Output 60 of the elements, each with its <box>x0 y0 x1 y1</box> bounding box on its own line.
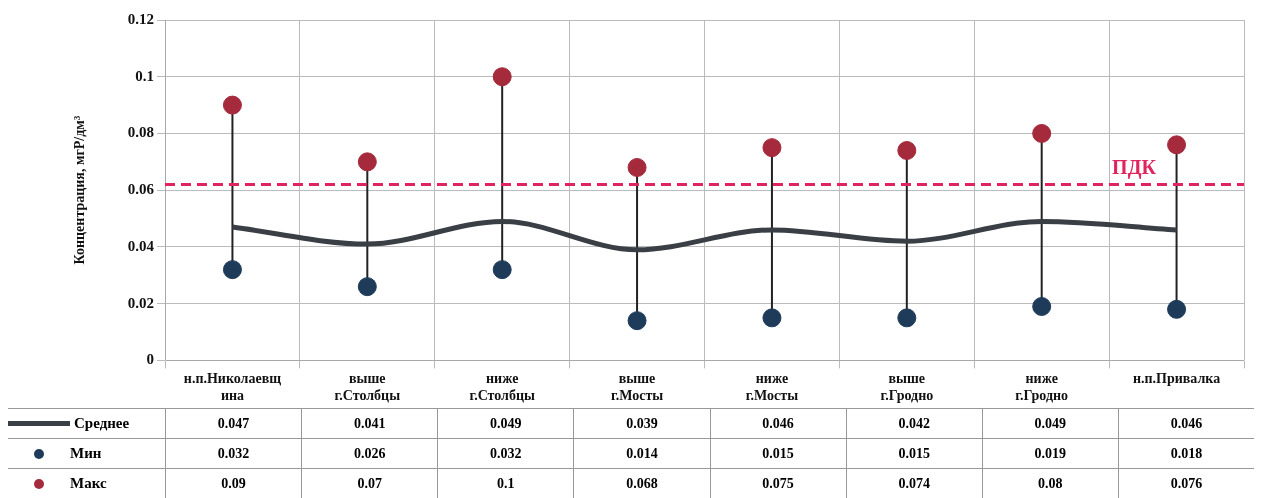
point <box>222 260 242 280</box>
legend-label: Мин <box>70 445 102 462</box>
data-label: 0.076 <box>1117 469 1254 498</box>
data-label: 0.08 <box>981 469 1118 498</box>
data-label: 0.09 <box>165 469 302 498</box>
point <box>1032 123 1052 143</box>
ref-line-label: ПДК <box>1112 155 1157 179</box>
data-label: 0.046 <box>1117 409 1254 438</box>
point <box>357 277 377 297</box>
y-tick-label: 0.12 <box>127 10 154 27</box>
point <box>762 308 782 328</box>
data-label: 0.014 <box>573 439 710 468</box>
data-label: 0.039 <box>573 409 710 438</box>
data-label: 0.026 <box>301 439 438 468</box>
data-label: 0.018 <box>1117 439 1254 468</box>
x-tick-label: выше г.Гродно <box>880 371 934 404</box>
x-tick-label: ниже г.Столбцы <box>469 371 536 404</box>
data-label: 0.032 <box>165 439 302 468</box>
data-label: 0.015 <box>709 439 846 468</box>
point <box>762 138 782 158</box>
point <box>1032 297 1052 316</box>
y-tick-label: 0.06 <box>127 181 155 198</box>
legend-label: Среднее <box>74 415 130 432</box>
point <box>897 308 917 328</box>
point <box>492 260 512 280</box>
point <box>1167 135 1187 155</box>
x-tick-label: н.п.Николаевщина <box>183 371 282 404</box>
point <box>492 67 512 87</box>
data-label: 0.019 <box>981 439 1118 468</box>
point <box>357 152 377 172</box>
data-label: 0.1 <box>437 469 574 498</box>
point <box>627 158 647 178</box>
data-label: 0.042 <box>845 409 982 438</box>
data-label: 0.074 <box>845 469 982 498</box>
data-label: 0.07 <box>301 469 438 498</box>
point <box>222 95 242 115</box>
data-label: 0.075 <box>709 469 846 498</box>
point <box>1167 299 1187 319</box>
y-axis-title: Концентрация, мгР/дм³ <box>72 115 88 265</box>
data-label: 0.041 <box>301 409 438 438</box>
x-tick-label: выше г.Столбцы <box>334 371 401 404</box>
data-label: 0.047 <box>165 409 302 438</box>
y-tick-label: 0.1 <box>135 67 154 84</box>
legend-label: Макс <box>70 475 107 492</box>
data-label: 0.049 <box>981 409 1118 438</box>
data-label: 0.032 <box>437 439 574 468</box>
y-tick-label: 0 <box>146 351 154 368</box>
x-tick-label: выше г.Мосты <box>610 371 664 404</box>
x-tick-label: ниже г.Гродно <box>1015 371 1069 404</box>
data-label: 0.049 <box>437 409 574 438</box>
y-tick-label: 0.08 <box>127 124 154 141</box>
y-tick-label: 0.02 <box>127 294 154 311</box>
data-label: 0.046 <box>709 409 846 438</box>
point <box>627 311 647 331</box>
data-label: 0.015 <box>845 439 982 468</box>
x-tick-label: ниже г.Мосты <box>745 371 799 404</box>
point <box>897 140 917 160</box>
data-label: 0.068 <box>573 469 710 498</box>
y-tick-label: 0.04 <box>127 237 155 254</box>
x-tick-label: н.п.Привалка <box>1132 371 1221 387</box>
